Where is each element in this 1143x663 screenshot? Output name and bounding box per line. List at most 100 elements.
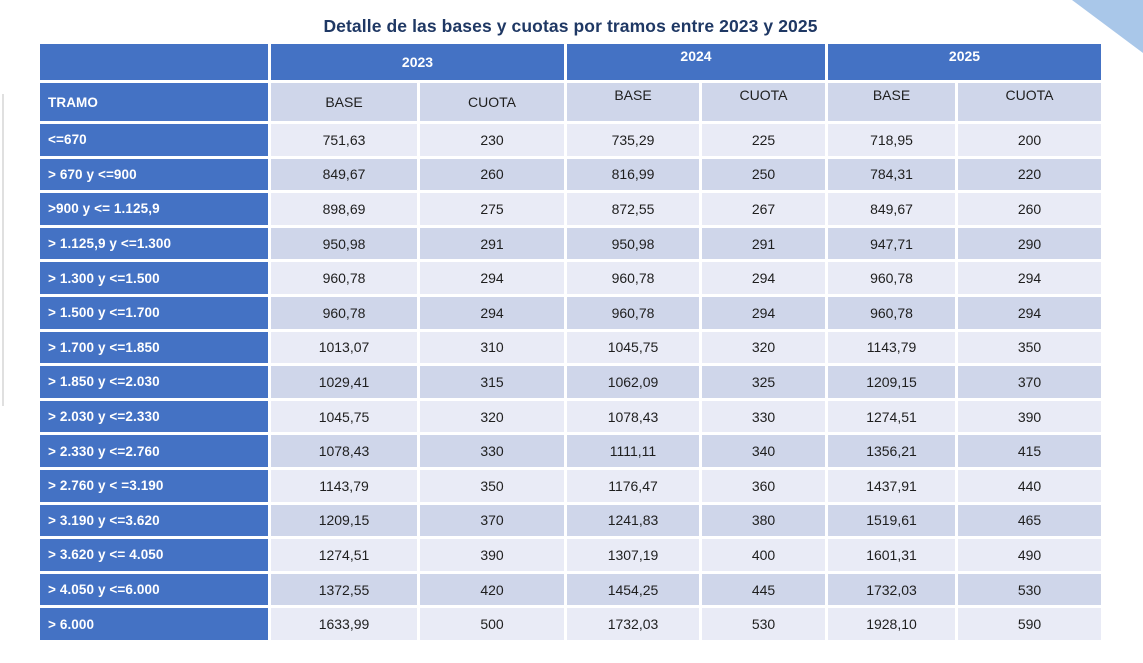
base-value-2023: 898,69 [271, 193, 417, 225]
cuota-value-2025: 290 [958, 227, 1101, 260]
tramo-cell: > 2.760 y < =3.190 [40, 469, 268, 502]
cuota-value-2023: 294 [420, 262, 564, 294]
cuota-value-2024: 225 [702, 124, 825, 156]
cuota-value-2023: 350 [420, 469, 564, 502]
cuota-value-2024: 325 [702, 366, 825, 398]
base-value-2023: 960,78 [271, 296, 417, 329]
cuota-value-2023: 315 [420, 366, 564, 398]
base-value-2024: 872,55 [567, 193, 699, 225]
cuota-value-2023: 320 [420, 400, 564, 433]
cuota-value-2025: 590 [958, 608, 1101, 640]
base-value-2023: 751,63 [271, 124, 417, 156]
base-value-2023: 950,98 [271, 227, 417, 260]
cuota-value-2023: 500 [420, 608, 564, 640]
cuota-value-2024: 360 [702, 469, 825, 502]
cuota-value-2024: 340 [702, 435, 825, 467]
base-value-2023: 1013,07 [271, 331, 417, 364]
base-value-2023: 1209,15 [271, 504, 417, 537]
tramo-cell: > 2.330 y <=2.760 [40, 435, 268, 467]
cuota-value-2025: 370 [958, 366, 1101, 398]
cuota-value-2024: 530 [702, 608, 825, 640]
base-value-2025: 1143,79 [828, 331, 955, 364]
base-value-2024: 1732,03 [567, 608, 699, 640]
base-value-2025: 718,95 [828, 124, 955, 156]
tramos-table: 2023 2024 2025 TRAMO BASE CUOTA BASE CUO… [40, 44, 1101, 640]
cuota-value-2023: 291 [420, 227, 564, 260]
cuota-value-2025: 415 [958, 435, 1101, 467]
base-value-2024: 960,78 [567, 296, 699, 329]
base-value-2024: 1241,83 [567, 504, 699, 537]
base-value-2024: 1176,47 [567, 469, 699, 502]
page-title: Detalle de las bases y cuotas por tramos… [323, 16, 818, 36]
tramo-cell: > 1.500 y <=1.700 [40, 296, 268, 329]
tramo-column-header: TRAMO [40, 83, 268, 121]
base-value-2025: 849,67 [828, 193, 955, 225]
base-header-2025: BASE [828, 83, 955, 121]
base-value-2023: 1078,43 [271, 435, 417, 467]
tramo-cell: > 3.620 y <= 4.050 [40, 539, 268, 571]
year-header-2025: 2025 [828, 44, 1101, 80]
base-value-2025: 1601,31 [828, 539, 955, 571]
cuota-value-2024: 380 [702, 504, 825, 537]
cuota-value-2023: 330 [420, 435, 564, 467]
base-value-2023: 1274,51 [271, 539, 417, 571]
base-value-2023: 1633,99 [271, 608, 417, 640]
tramo-cell: > 2.030 y <=2.330 [40, 400, 268, 433]
tramo-cell: >900 y <= 1.125,9 [40, 193, 268, 225]
base-value-2023: 1029,41 [271, 366, 417, 398]
cuota-value-2024: 267 [702, 193, 825, 225]
cuota-value-2024: 250 [702, 158, 825, 191]
tramo-cell: > 4.050 y <=6.000 [40, 573, 268, 606]
cuota-value-2025: 200 [958, 124, 1101, 156]
base-value-2024: 1307,19 [567, 539, 699, 571]
base-value-2023: 1372,55 [271, 573, 417, 606]
header-blank-cell [40, 44, 268, 80]
cuota-value-2025: 490 [958, 539, 1101, 571]
cuota-value-2024: 291 [702, 227, 825, 260]
base-value-2024: 1078,43 [567, 400, 699, 433]
base-value-2023: 849,67 [271, 158, 417, 191]
year-header-2023: 2023 [271, 44, 564, 80]
cuota-value-2025: 350 [958, 331, 1101, 364]
base-value-2024: 950,98 [567, 227, 699, 260]
cuota-value-2023: 420 [420, 573, 564, 606]
cuota-header-2024: CUOTA [702, 83, 825, 121]
cuota-value-2023: 370 [420, 504, 564, 537]
base-value-2025: 1732,03 [828, 573, 955, 606]
base-value-2023: 1143,79 [271, 469, 417, 502]
cuota-value-2025: 530 [958, 573, 1101, 606]
base-value-2024: 1062,09 [567, 366, 699, 398]
base-value-2025: 947,71 [828, 227, 955, 260]
cuota-value-2025: 220 [958, 158, 1101, 191]
cuota-header-2025: CUOTA [958, 83, 1101, 121]
base-value-2025: 1928,10 [828, 608, 955, 640]
base-header-2024: BASE [567, 83, 699, 121]
cuota-value-2023: 260 [420, 158, 564, 191]
cuota-value-2025: 390 [958, 400, 1101, 433]
base-value-2025: 960,78 [828, 262, 955, 294]
cuota-value-2023: 390 [420, 539, 564, 571]
base-header-2023: BASE [271, 83, 417, 121]
cuota-value-2023: 275 [420, 193, 564, 225]
base-value-2025: 1356,21 [828, 435, 955, 467]
left-edge-line [2, 94, 4, 406]
cuota-value-2025: 294 [958, 296, 1101, 329]
base-value-2024: 816,99 [567, 158, 699, 191]
cuota-value-2025: 440 [958, 469, 1101, 502]
base-value-2025: 1519,61 [828, 504, 955, 537]
cuota-value-2023: 230 [420, 124, 564, 156]
tramo-cell: > 6.000 [40, 608, 268, 640]
cuota-value-2024: 330 [702, 400, 825, 433]
base-value-2024: 1454,25 [567, 573, 699, 606]
cuota-value-2025: 260 [958, 193, 1101, 225]
base-value-2024: 1045,75 [567, 331, 699, 364]
tramo-cell: > 3.190 y <=3.620 [40, 504, 268, 537]
tramo-cell: > 1.300 y <=1.500 [40, 262, 268, 294]
cuota-value-2024: 294 [702, 262, 825, 294]
tramo-cell: <=670 [40, 124, 268, 156]
cuota-value-2024: 445 [702, 573, 825, 606]
base-value-2025: 960,78 [828, 296, 955, 329]
cuota-value-2023: 294 [420, 296, 564, 329]
cuota-value-2024: 294 [702, 296, 825, 329]
